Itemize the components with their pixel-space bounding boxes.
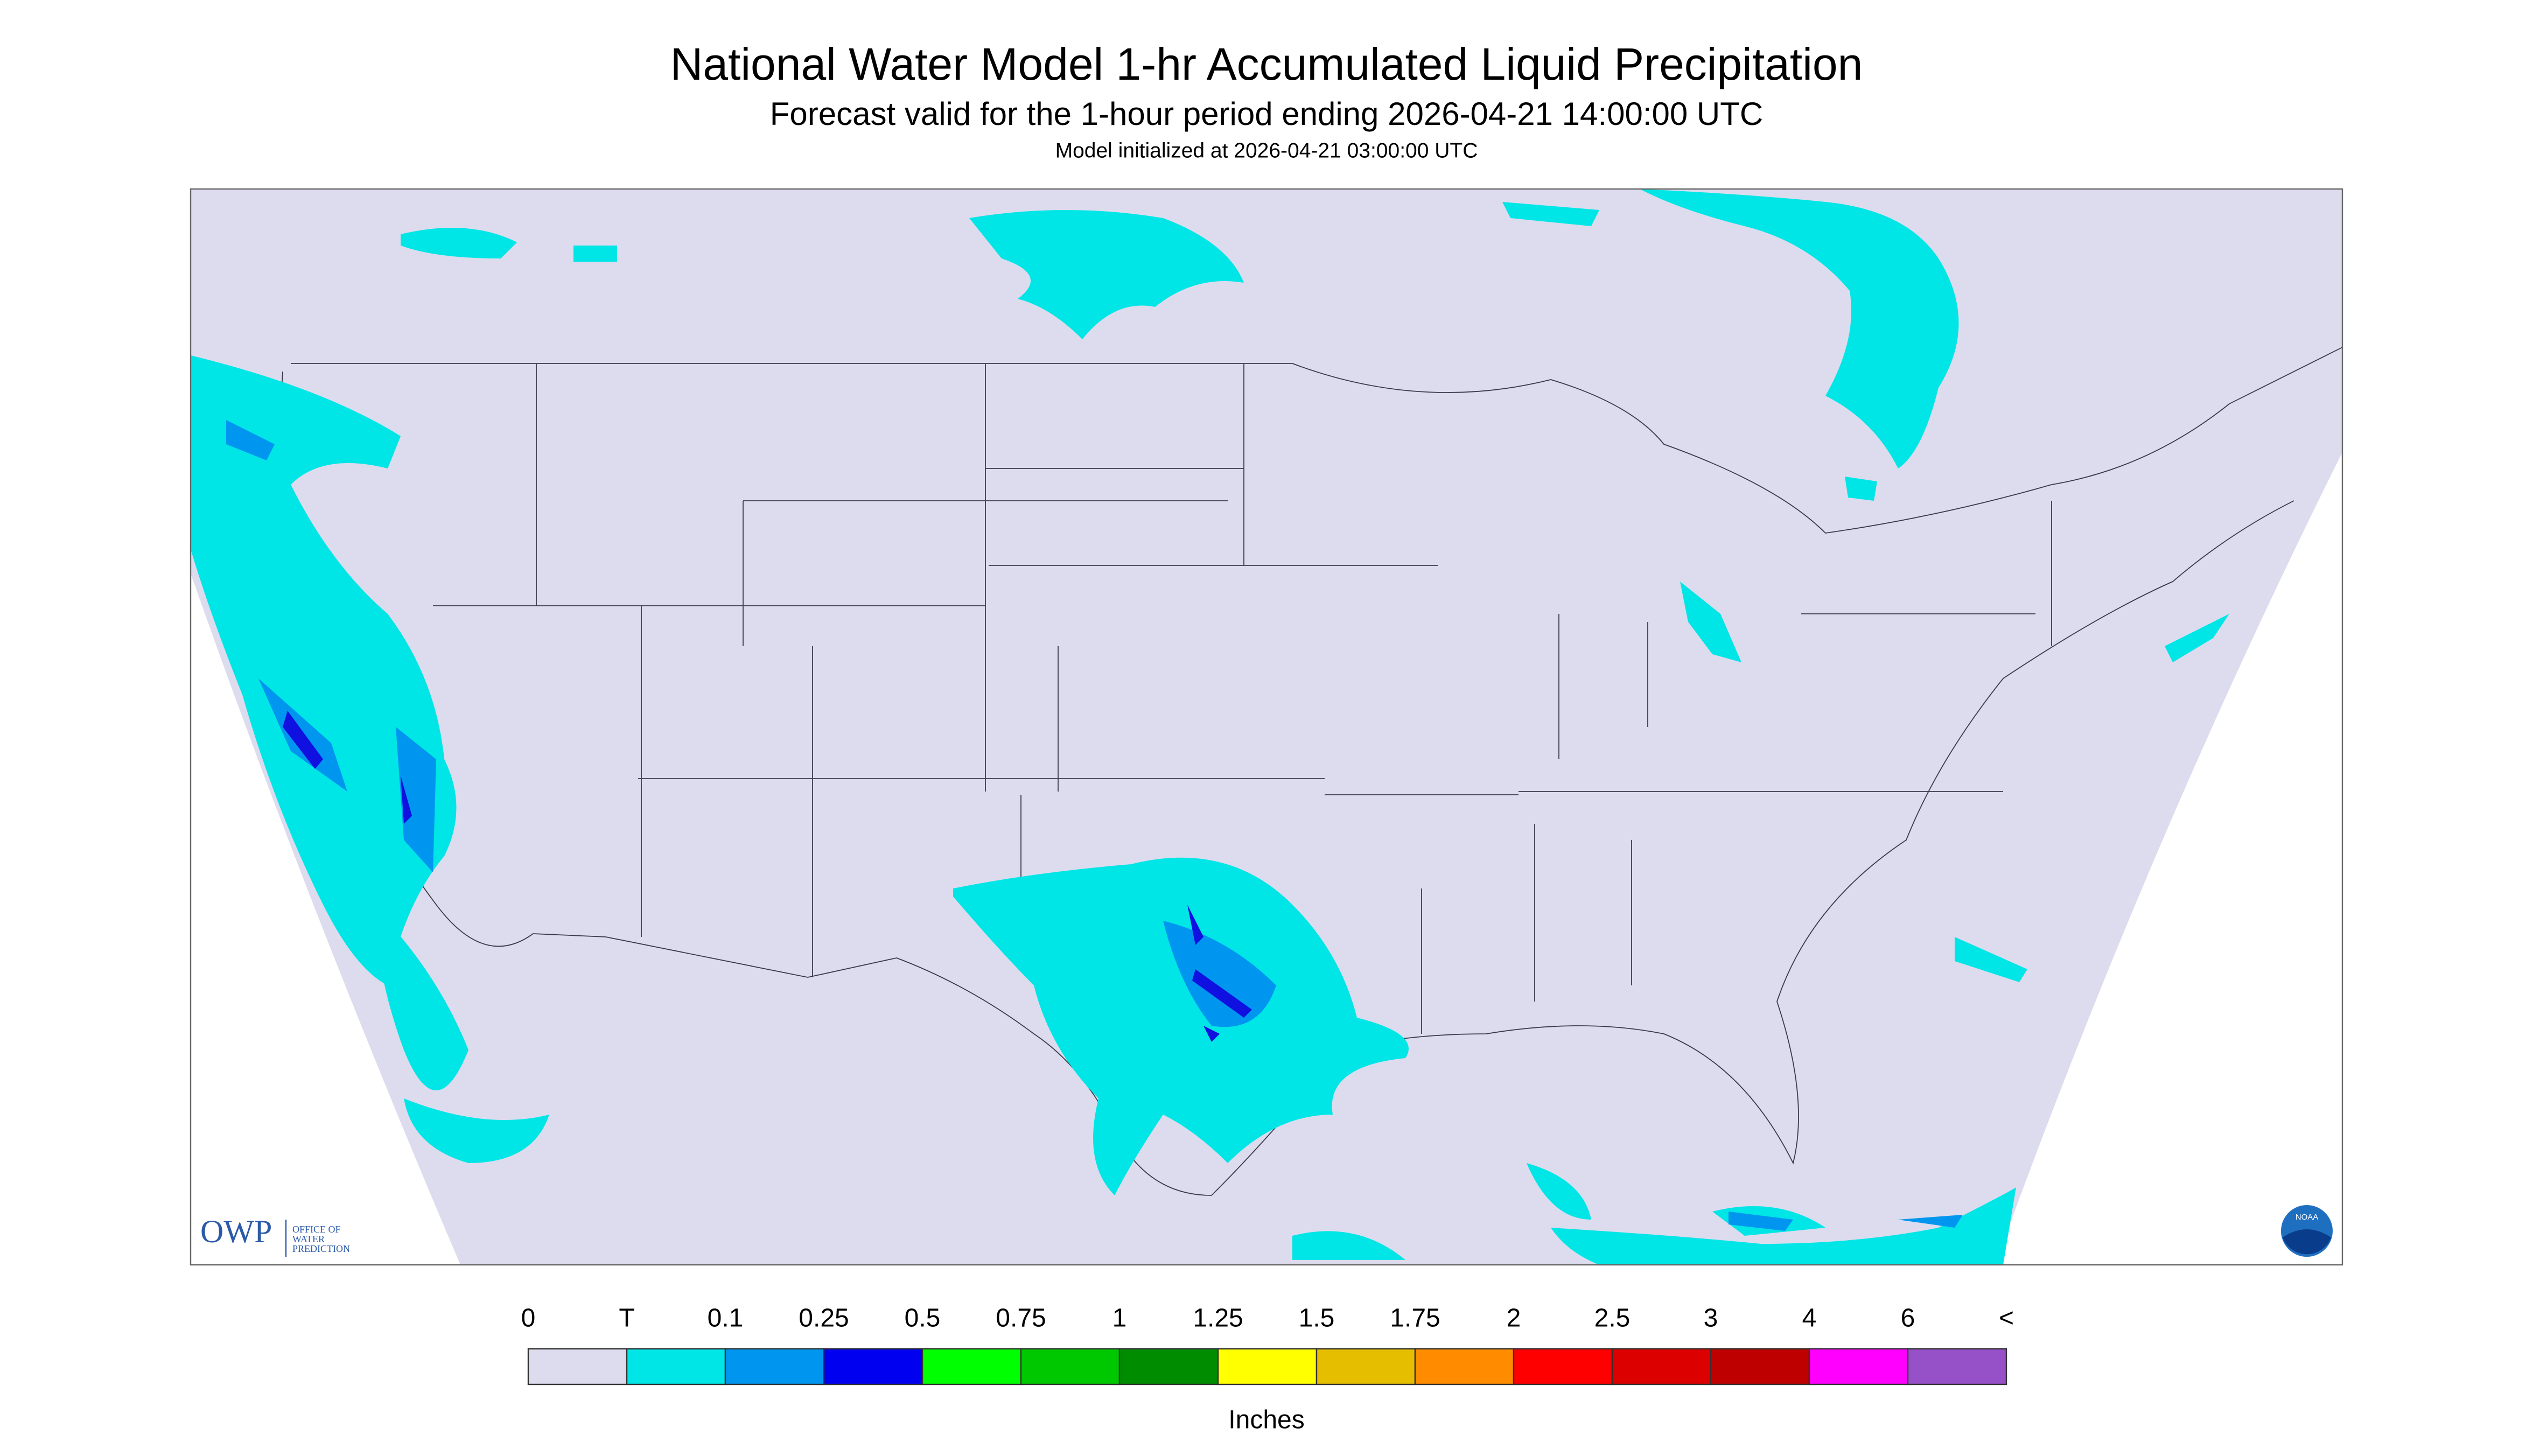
legend-swatch xyxy=(1217,1348,1318,1385)
precipitation xyxy=(191,355,457,986)
legend-swatch xyxy=(1513,1348,1613,1385)
legend-swatch xyxy=(1808,1348,1909,1385)
legend-swatch xyxy=(626,1348,726,1385)
legend-label: 0.25 xyxy=(799,1304,849,1333)
legend-label: 1.75 xyxy=(1390,1304,1440,1333)
init-time: Model initialized at 2026-04-21 03:00:00… xyxy=(1055,139,1478,162)
precipitation xyxy=(372,905,549,1164)
owp-logo-line: OFFICE OF xyxy=(292,1224,341,1235)
owp-logo-line: WATER xyxy=(292,1234,325,1244)
legend-label: 1.5 xyxy=(1299,1304,1335,1333)
precipitation xyxy=(1163,921,1276,1027)
legend: 0 T 0.1 0.25 0.5 0.75 1 1.25 1.5 1.75 2 2.5 3 4 6 < xyxy=(521,1304,2014,1385)
legend-label: < xyxy=(1999,1304,2014,1333)
map-frame xyxy=(190,188,2343,1266)
precipitation xyxy=(1292,1163,2016,1265)
noaa-logo-text: NOAA xyxy=(2296,1213,2319,1222)
precipitation xyxy=(283,711,412,824)
title: National Water Model 1-hr Accumulated Li… xyxy=(670,39,1863,89)
map xyxy=(190,188,2343,1266)
legend-label: 2.5 xyxy=(1594,1304,1631,1333)
legend-label: 0.5 xyxy=(905,1304,941,1333)
legend-label: 4 xyxy=(1802,1304,1817,1333)
coastline xyxy=(1211,500,2294,1196)
owp-logo: OWP OFFICE OF WATER PREDICTION xyxy=(200,1214,350,1257)
precipitation xyxy=(1187,905,1252,1042)
subtitle: Forecast valid for the 1-hour period end… xyxy=(770,96,1763,132)
legend-swatch xyxy=(1118,1348,1219,1385)
noaa-logo-wave xyxy=(2283,1229,2331,1255)
legend-label: 2 xyxy=(1507,1304,1521,1333)
legend-unit: Inches xyxy=(1228,1406,1304,1434)
owp-logo-text: OWP xyxy=(200,1214,272,1249)
legend-label: 6 xyxy=(1901,1304,1915,1333)
legend-swatch xyxy=(1316,1348,1416,1385)
noaa-logo: NOAA xyxy=(2281,1205,2333,1257)
legend-swatch xyxy=(1710,1348,1810,1385)
legend-swatch xyxy=(527,1348,628,1385)
precipitation xyxy=(226,420,436,873)
legend-label: 1 xyxy=(1112,1304,1127,1333)
legend-swatch xyxy=(724,1348,825,1385)
legend-swatch xyxy=(1907,1348,2007,1385)
state-line xyxy=(433,363,2052,1034)
legend-swatch xyxy=(1020,1348,1121,1385)
legend-label: 3 xyxy=(1704,1304,1718,1333)
precipitation xyxy=(1729,1212,1963,1231)
legend-swatch xyxy=(823,1348,923,1385)
legend-swatch xyxy=(921,1348,1022,1385)
legend-swatch xyxy=(1611,1348,1712,1385)
precipitation xyxy=(953,857,1409,1196)
legend-label: 0.1 xyxy=(708,1304,744,1333)
legend-label: 0 xyxy=(521,1304,536,1333)
model-domain xyxy=(191,189,2342,1265)
precipitation xyxy=(401,210,1244,340)
precipitation xyxy=(1502,189,1959,501)
legend-label: T xyxy=(619,1304,634,1333)
legend-label: 1.25 xyxy=(1193,1304,1243,1333)
owp-logo-line: PREDICTION xyxy=(292,1243,350,1254)
legend-label: 0.75 xyxy=(996,1304,1046,1333)
legend-swatch xyxy=(1414,1348,1515,1385)
border xyxy=(291,347,2343,534)
